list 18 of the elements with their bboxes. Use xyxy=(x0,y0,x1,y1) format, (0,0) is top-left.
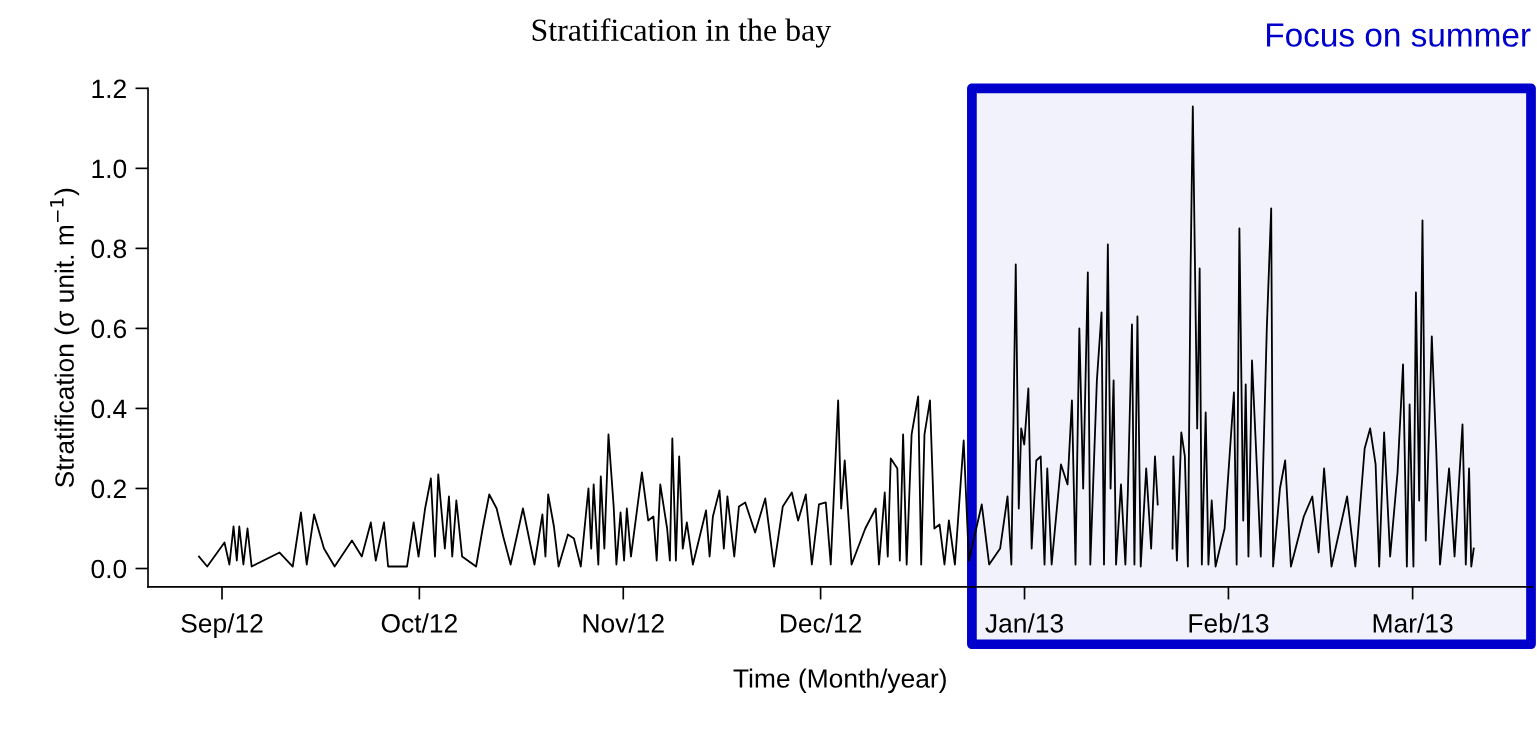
x-tick-label: Mar/13 xyxy=(1373,613,1453,633)
x-tick-label: Oct/12 xyxy=(381,613,457,633)
y-tick-label: 0.4 xyxy=(91,399,127,419)
y-axis-title: Stratification (σ unit. m$^{−1}$) xyxy=(50,188,80,488)
y-tick-label: 0.8 xyxy=(91,239,127,259)
x-tick-label: Feb/13 xyxy=(1189,613,1269,633)
y-tick-label: 1.0 xyxy=(92,159,127,179)
y-tick-label: 0.2 xyxy=(91,479,126,499)
y-tick-label: 1.2 xyxy=(92,79,126,98)
y-tick-label: 0.0 xyxy=(91,559,127,579)
x-tick-label: Nov/12 xyxy=(583,613,664,633)
x-tick-label: Sep/12 xyxy=(181,613,263,638)
x-axis-title: Time (Month/year) xyxy=(733,668,946,694)
y-tick-label: 0.6 xyxy=(91,319,127,339)
band-label: Focus on summer xyxy=(1267,23,1531,47)
chart-title: Stratification in the bay xyxy=(532,18,832,48)
x-tick-label: Dec/12 xyxy=(780,613,862,633)
x-tick-label: Jan/13 xyxy=(985,613,1063,633)
